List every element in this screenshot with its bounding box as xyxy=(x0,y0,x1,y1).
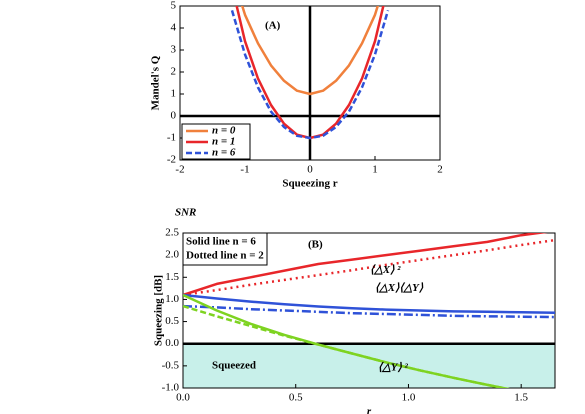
x-axis-label: Squeezing r xyxy=(282,178,337,190)
legend-label: n = 6 xyxy=(212,147,236,159)
series-group xyxy=(230,6,390,140)
series-line xyxy=(230,10,390,140)
annotation: Squeezed xyxy=(212,359,256,371)
annotation: ⟨△X⟩ ² xyxy=(370,264,401,276)
panel-label: (B) xyxy=(308,239,323,251)
chart-title: SNR xyxy=(175,207,196,219)
x-tick-label: -2 xyxy=(175,164,184,176)
plot-frame xyxy=(182,232,556,389)
y-tick-label: 5 xyxy=(171,0,177,12)
x-tick-label: 1.0 xyxy=(402,392,416,404)
x-tick-label: 1 xyxy=(372,164,378,176)
y-tick-label: -2 xyxy=(167,154,176,166)
annotation: ⟨△X⟩⟨△Y⟩ xyxy=(375,282,424,294)
series-line xyxy=(183,233,548,297)
y-axis-label: Squeezing [dB] xyxy=(153,275,165,346)
x-tick-label: 2 xyxy=(437,164,443,176)
series-line xyxy=(183,293,555,314)
series-line xyxy=(183,304,510,388)
panel-label: (A) xyxy=(265,20,281,32)
annotation: ⟨△Y⟩ ² xyxy=(378,362,409,374)
y-tick-label: 2.0 xyxy=(165,249,179,261)
squeezed-region xyxy=(183,343,555,388)
legend-label: n = 0 xyxy=(212,125,236,137)
x-tick-label: 1.5 xyxy=(514,392,528,404)
y-tick-label: 4 xyxy=(171,22,177,34)
x-axis-label: r xyxy=(367,406,372,414)
y-axis-label: Mandel's Q xyxy=(150,55,162,110)
y-tick-label: 0.5 xyxy=(165,315,179,327)
note: Dotted line n = 2 xyxy=(186,250,264,262)
y-tick-label: -1 xyxy=(167,132,176,144)
y-tick-label: 1 xyxy=(171,88,177,100)
x-tick-label: 0.5 xyxy=(289,392,303,404)
y-tick-label: 2 xyxy=(171,66,177,78)
series-line xyxy=(183,304,555,319)
series-line xyxy=(240,6,380,96)
x-tick-label: 0.0 xyxy=(176,392,190,404)
y-tick-label: 1.0 xyxy=(165,293,179,305)
note: Solid line n = 6 xyxy=(186,236,256,248)
y-tick-label: -1.0 xyxy=(162,382,180,394)
y-tick-label: 3 xyxy=(171,44,177,56)
y-tick-label: 2.5 xyxy=(165,227,179,239)
y-tick-label: 0 xyxy=(171,110,177,122)
y-tick-label: -0.5 xyxy=(162,359,180,371)
series-group xyxy=(183,233,555,388)
y-tick-label: 0.0 xyxy=(165,337,179,349)
x-tick-label: -1 xyxy=(240,164,249,176)
note-box xyxy=(182,232,268,266)
y-tick-label: 1.5 xyxy=(165,271,179,283)
series-line xyxy=(183,238,555,297)
x-tick-label: 0 xyxy=(307,164,313,176)
legend-label: n = 1 xyxy=(212,136,235,148)
